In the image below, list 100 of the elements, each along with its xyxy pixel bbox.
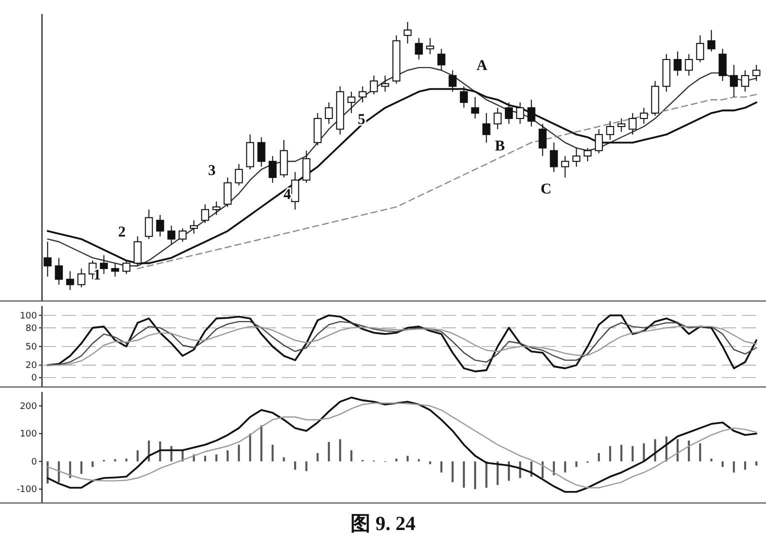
bar	[474, 461, 476, 490]
bar	[328, 442, 330, 462]
bar	[136, 450, 139, 462]
candlestick	[347, 91, 356, 114]
bar	[710, 458, 712, 462]
candlestick	[54, 257, 63, 286]
bar	[339, 439, 342, 462]
bar	[406, 456, 409, 462]
candlestick	[516, 102, 524, 124]
y-tick-label: -100	[16, 485, 38, 496]
bar	[642, 443, 645, 462]
candlestick	[594, 128, 603, 154]
y-tick-label: 200	[20, 402, 38, 412]
y-tick-label: 80	[26, 324, 38, 334]
y-tick-label: 50	[26, 342, 38, 352]
annotation: A	[476, 58, 488, 74]
bar	[316, 453, 319, 462]
bar	[58, 461, 60, 482]
bar	[620, 444, 622, 462]
candlestick	[324, 102, 333, 124]
candlestick	[291, 172, 300, 210]
line-series	[46, 314, 758, 372]
candlestick	[561, 156, 570, 178]
y-tick-label: 100	[20, 430, 38, 440]
bar	[260, 425, 262, 462]
y-tick-label: 20	[26, 361, 38, 372]
bar	[272, 444, 274, 462]
bar	[226, 450, 229, 462]
candlestick	[381, 75, 390, 92]
candlestick	[482, 112, 490, 144]
bar	[755, 461, 758, 466]
candlestick	[144, 209, 153, 240]
bar	[170, 446, 172, 462]
candlestick	[494, 107, 502, 130]
candlestick	[302, 150, 310, 184]
candlestick	[696, 34, 704, 63]
y-tick-label: 100	[20, 311, 38, 322]
candlestick	[584, 147, 592, 162]
bar	[699, 443, 702, 462]
candlestick	[752, 64, 760, 82]
candlestick	[212, 201, 220, 216]
candlestick	[606, 120, 614, 140]
candlestick	[44, 241, 52, 278]
candlestick	[572, 147, 580, 168]
bar	[688, 440, 690, 462]
y-tick-label: 0	[31, 374, 38, 384]
bar	[440, 461, 442, 472]
candlestick	[628, 112, 637, 136]
bar	[564, 461, 566, 472]
bar	[676, 439, 679, 462]
bar	[508, 461, 510, 481]
bar	[598, 453, 600, 462]
bar	[204, 456, 206, 462]
candlestick	[426, 38, 434, 55]
candlestick	[190, 220, 198, 234]
bar	[80, 461, 82, 474]
candlestick	[640, 107, 648, 124]
candlestick	[730, 64, 738, 98]
candlestick	[178, 228, 187, 242]
bar	[722, 461, 724, 467]
candlestick	[100, 254, 108, 274]
candlestick	[684, 54, 693, 76]
candlestick	[224, 176, 232, 208]
candlestick	[268, 156, 277, 184]
annotation: 2	[118, 224, 126, 240]
candlestick	[167, 225, 176, 245]
candlestick	[234, 164, 243, 186]
candlestick	[437, 48, 446, 71]
caption: 图 9. 24	[350, 513, 416, 535]
annotation: C	[540, 182, 552, 198]
annotation: 1	[93, 267, 101, 284]
candlestick	[370, 75, 378, 95]
bar	[496, 461, 499, 485]
bar	[609, 446, 612, 462]
bar	[732, 461, 735, 472]
candlestick	[718, 48, 727, 82]
candlestick	[201, 204, 210, 224]
candlestick	[358, 86, 367, 103]
candlestick	[550, 142, 558, 173]
candlestick	[111, 262, 120, 278]
candlestick	[617, 118, 626, 132]
candlestick	[77, 268, 86, 288]
bar	[744, 461, 746, 470]
bar	[305, 461, 308, 472]
bar	[452, 461, 454, 482]
bar	[462, 461, 465, 488]
bar	[238, 444, 240, 462]
annotation: 3	[208, 162, 216, 179]
bar	[395, 458, 398, 462]
bar	[249, 434, 252, 462]
candlestick	[538, 123, 547, 156]
candlestick	[471, 96, 480, 119]
bar	[294, 461, 296, 470]
candlestick	[674, 50, 682, 76]
bar	[92, 461, 94, 467]
y-tick-label: 0	[31, 457, 38, 468]
bar	[575, 461, 578, 467]
candlestick	[504, 102, 513, 124]
bar	[429, 461, 432, 464]
candlestick	[404, 22, 412, 44]
